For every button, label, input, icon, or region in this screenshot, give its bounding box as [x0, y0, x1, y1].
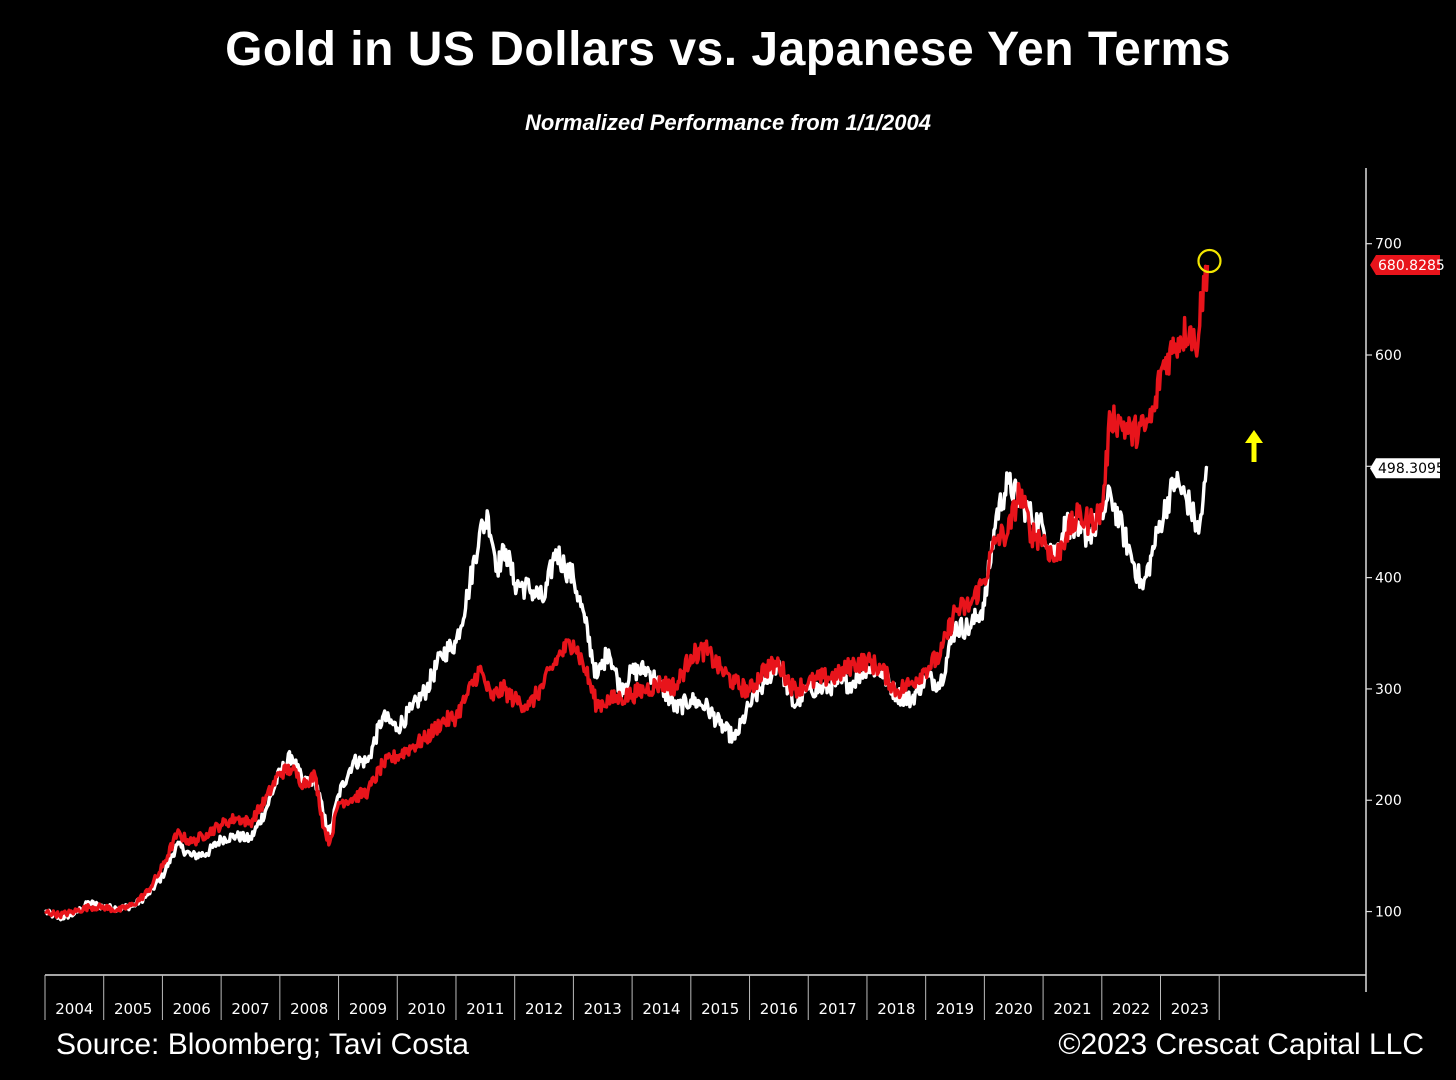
- x-tick-label: 2005: [114, 1000, 152, 1018]
- x-tick-label: 2018: [877, 1000, 915, 1018]
- x-tick-label: 2015: [701, 1000, 739, 1018]
- badge-background: [1370, 458, 1440, 479]
- x-tick-label: 2004: [55, 1000, 93, 1018]
- x-tick-label: 2009: [349, 1000, 387, 1018]
- x-tick-label: 2014: [642, 1000, 680, 1018]
- x-tick-label: 2011: [466, 1000, 504, 1018]
- badge-text: 498.3095: [1378, 461, 1445, 477]
- x-tick-label: 2006: [173, 1000, 211, 1018]
- x-tick-label: 2020: [995, 1000, 1033, 1018]
- x-tick-label: 2012: [525, 1000, 563, 1018]
- chart-subtitle: Normalized Performance from 1/1/2004: [525, 110, 931, 135]
- labels-layer: 2004 2005 2006 2007 2008 2009 2010 2011 2012 2013…: [55, 237, 1445, 1018]
- highlight-circle: [1197, 248, 1222, 274]
- x-tick-label: 2017: [819, 1000, 857, 1018]
- y-tick-label: 200: [1375, 793, 1402, 809]
- y-tick-label: 600: [1375, 348, 1402, 364]
- y-tick-label: 100: [1375, 905, 1402, 921]
- up-arrow-head: [1245, 430, 1263, 443]
- x-tick-label: 2008: [290, 1000, 328, 1018]
- x-tick-label: 2007: [231, 1000, 269, 1018]
- x-tick-label: 2019: [936, 1000, 974, 1018]
- series-line-white: [44, 465, 1209, 922]
- chart-axes: [44, 168, 1372, 1020]
- copyright-note: ©2023 Crescat Capital LLC: [1058, 1028, 1424, 1061]
- badge-background: [1370, 255, 1440, 276]
- source-note: Source: Bloomberg; Tavi Costa: [56, 1028, 469, 1061]
- y-tick-label: 400: [1375, 571, 1402, 587]
- series-layer: [44, 264, 1210, 922]
- x-tick-label: 2010: [408, 1000, 446, 1018]
- chart-title: Gold in US Dollars vs. Japanese Yen Term…: [225, 23, 1231, 76]
- x-tick-label: 2022: [1112, 1000, 1150, 1018]
- x-tick-label: 2013: [584, 1000, 622, 1018]
- x-tick-label: 2021: [1053, 1000, 1091, 1018]
- annotations: [1197, 248, 1263, 462]
- y-tick-label: 300: [1375, 682, 1402, 698]
- x-tick-label: 2016: [760, 1000, 798, 1018]
- series-line-red: [44, 264, 1210, 920]
- last-value-badge-white: 498.3095: [1370, 458, 1445, 479]
- last-value-badge-red: 680.8285: [1370, 255, 1445, 276]
- y-tick-label: 700: [1375, 237, 1402, 253]
- badge-text: 680.8285: [1378, 258, 1445, 274]
- x-tick-label: 2023: [1171, 1000, 1209, 1018]
